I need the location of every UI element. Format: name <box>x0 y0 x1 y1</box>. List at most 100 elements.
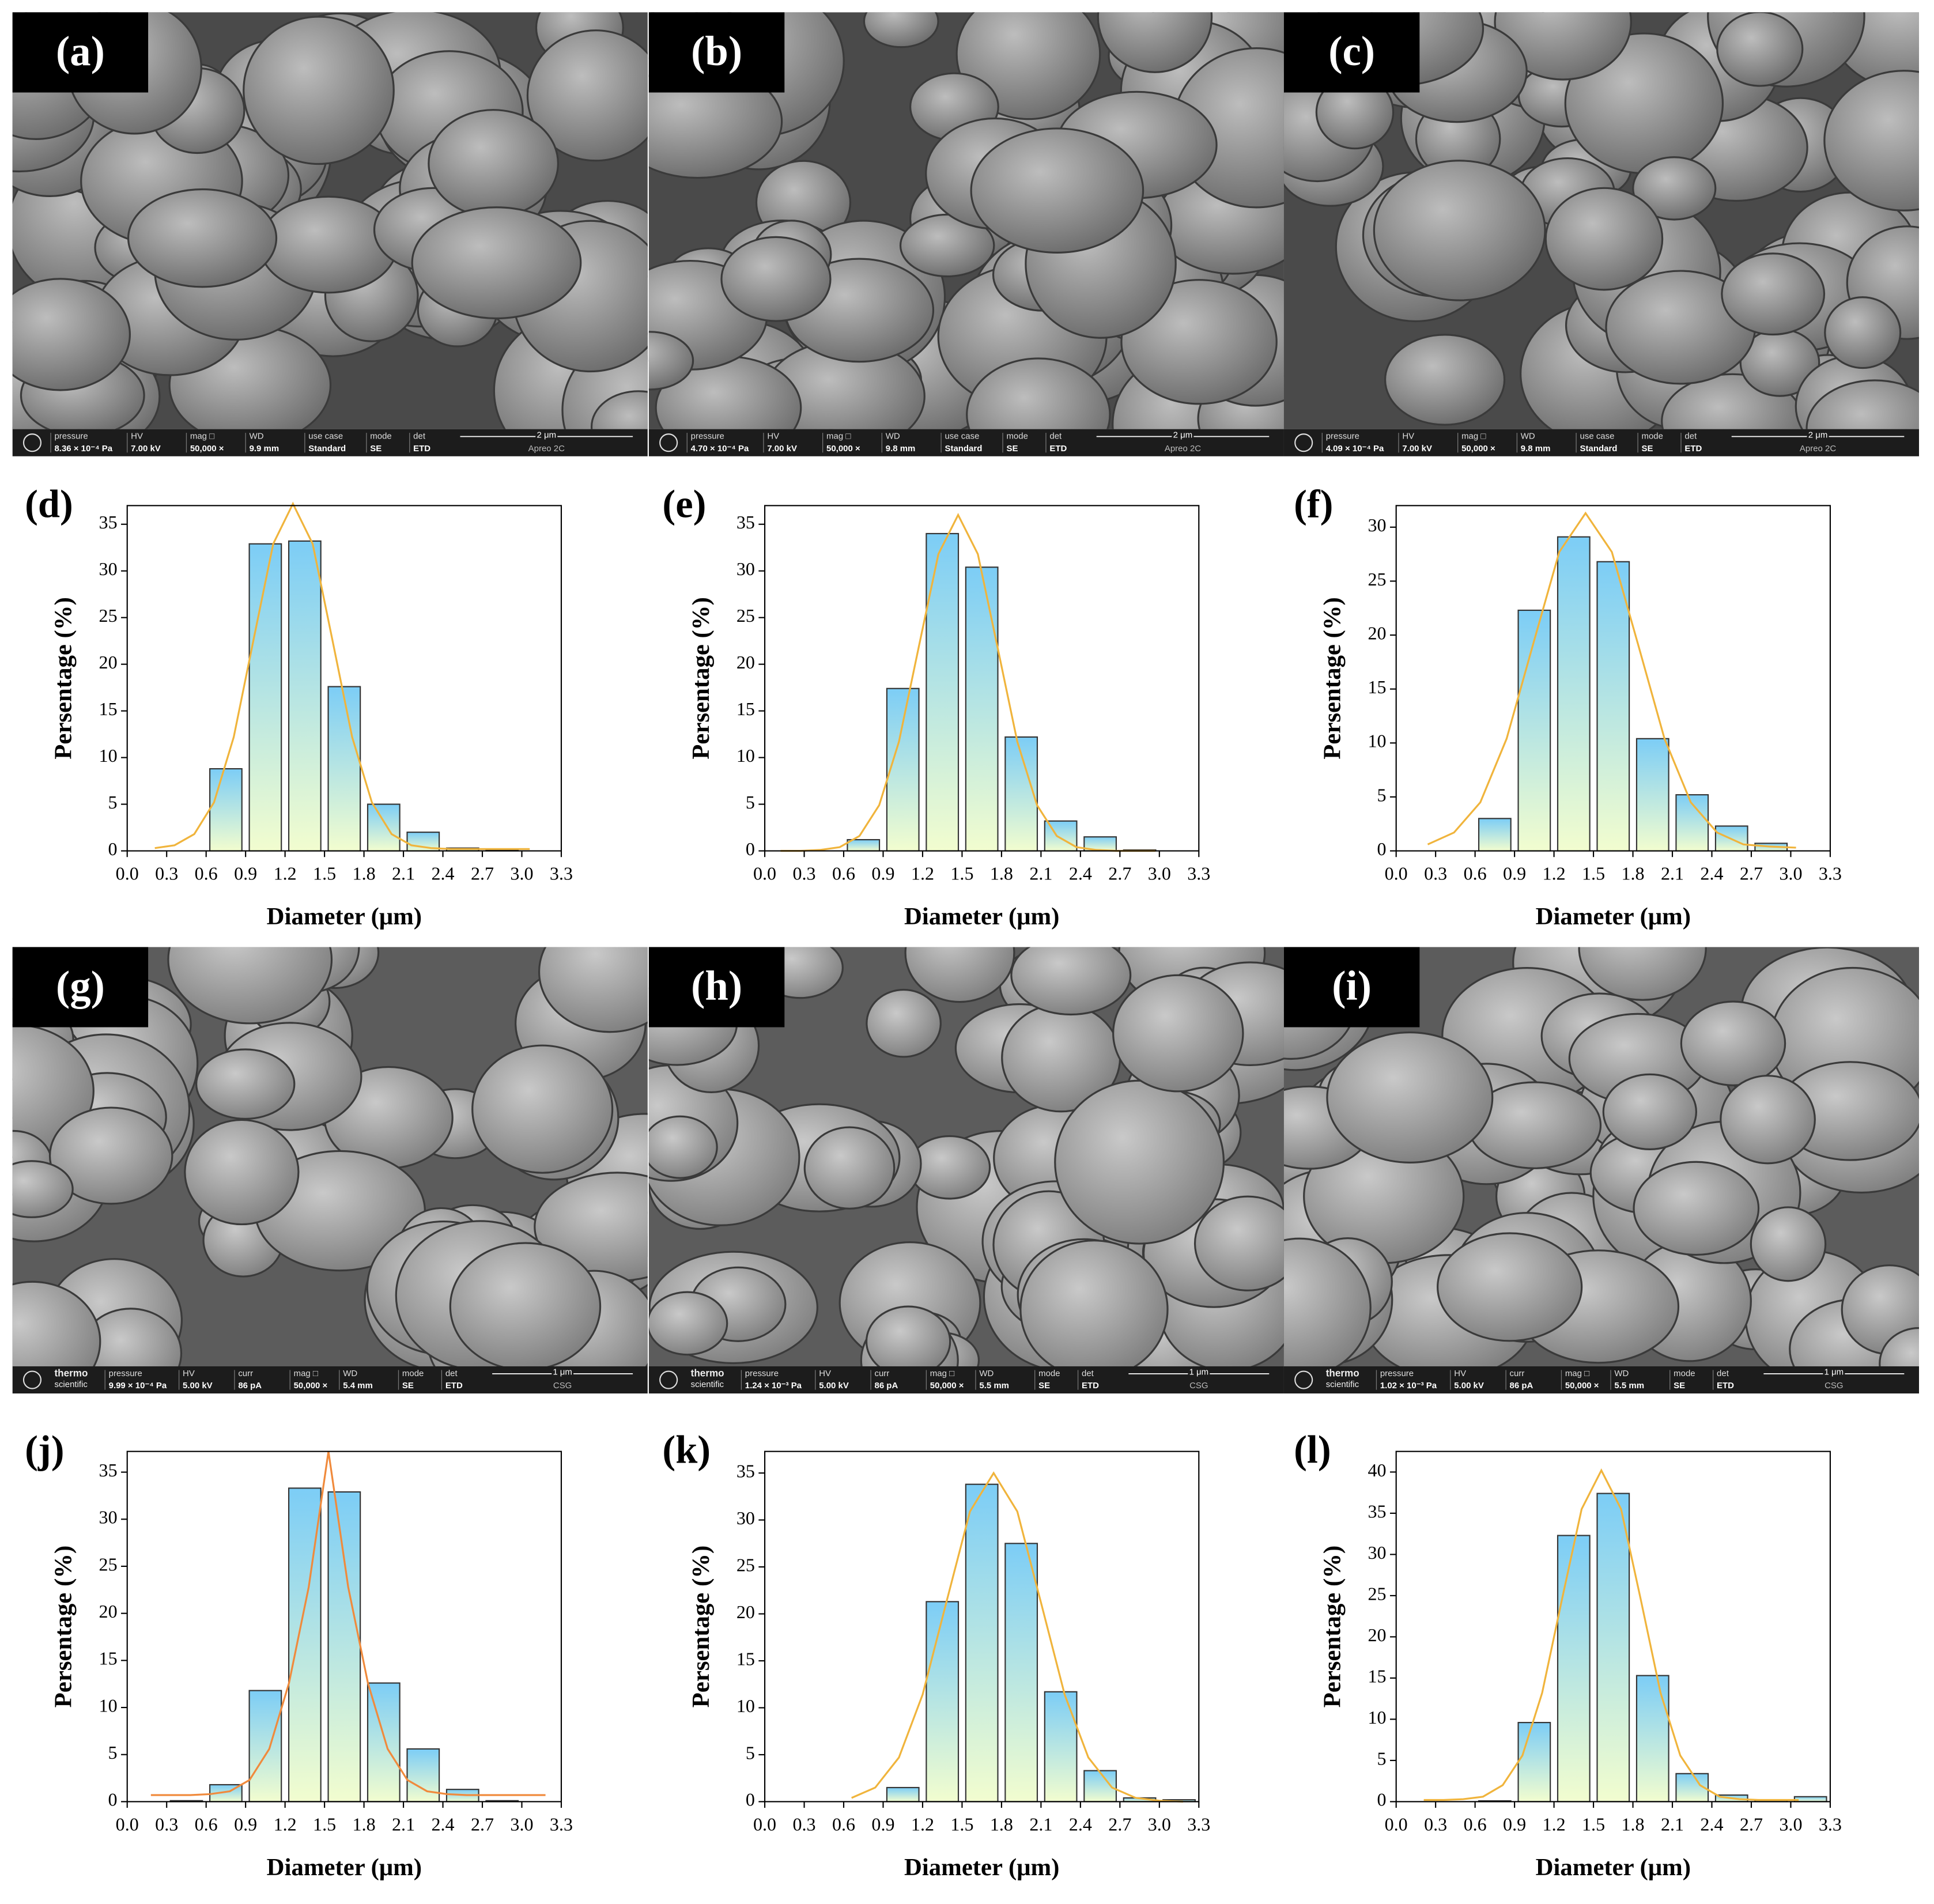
info-value: Standard <box>945 444 982 454</box>
info-key: pressure <box>109 1369 142 1378</box>
bar <box>288 540 322 852</box>
info-key: det <box>1717 1369 1729 1378</box>
y-tick-label: 25 <box>99 1554 118 1574</box>
x-tick-label: 2.7 <box>1740 1814 1763 1835</box>
info-key: HV <box>767 431 779 441</box>
x-tick-label: 1.2 <box>1543 1814 1566 1835</box>
info-key: WD <box>979 1369 994 1378</box>
y-tick-label: 10 <box>99 745 118 766</box>
scale-label: 2 μm <box>1173 430 1193 440</box>
scale-label: 1 μm <box>1189 1367 1209 1377</box>
y-axis-title: Persentage (%) <box>688 1546 715 1708</box>
info-key: mode <box>1006 431 1028 441</box>
particle <box>1120 279 1278 405</box>
particle <box>1633 1161 1760 1256</box>
panel-label: (f) <box>1294 482 1333 526</box>
particle <box>1602 1073 1698 1151</box>
info-key: curr <box>875 1369 890 1378</box>
fit-curve <box>1427 511 1796 849</box>
brand: thermo <box>1326 1367 1359 1378</box>
x-tick-label: 2.4 <box>431 863 454 884</box>
info-key: mag □ <box>1565 1369 1589 1378</box>
bar <box>1478 818 1512 852</box>
bar <box>248 1690 282 1803</box>
x-tick-label: 2.7 <box>471 863 494 884</box>
x-axis-title: Diameter (μm) <box>1536 1854 1691 1881</box>
info-value: 4.70 × 10⁻⁴ Pa <box>691 444 749 454</box>
particle <box>526 29 648 162</box>
info-value: ETD <box>445 1381 463 1391</box>
y-tick-label: 15 <box>99 1648 118 1669</box>
x-tick-label: 0.3 <box>792 1814 815 1835</box>
particle <box>127 188 278 288</box>
particle <box>12 1160 74 1218</box>
y-tick-label: 0 <box>1377 1789 1387 1810</box>
particle <box>12 278 131 391</box>
panel-label: (b) <box>691 28 742 74</box>
scale-label: 2 μm <box>1808 430 1828 440</box>
info-key: WD <box>886 431 900 441</box>
bar <box>209 768 243 852</box>
info-value: 5.00 kV <box>1454 1381 1484 1391</box>
x-tick-label: 1.5 <box>950 1814 973 1835</box>
x-tick-label: 1.8 <box>353 863 376 884</box>
particle <box>1805 379 1919 429</box>
info-value: ETD <box>1684 444 1702 454</box>
y-tick-label: 5 <box>108 792 118 813</box>
particle <box>1054 1079 1225 1245</box>
bar <box>327 686 361 852</box>
info-key: mode <box>1674 1369 1695 1378</box>
y-tick-label: 40 <box>1368 1460 1386 1480</box>
info-key: mag □ <box>826 431 851 441</box>
brand: scientific <box>54 1380 88 1389</box>
logo-icon <box>1294 1370 1313 1389</box>
x-tick-label: 1.2 <box>911 863 934 884</box>
particle <box>411 206 582 320</box>
bar <box>886 687 920 852</box>
particle <box>428 109 559 218</box>
particle <box>1373 160 1546 301</box>
info-value: SE <box>1006 444 1018 454</box>
x-tick-label: 3.3 <box>1819 1814 1842 1835</box>
y-tick-label: 20 <box>99 652 118 673</box>
particle <box>243 16 395 165</box>
bar <box>965 1483 999 1803</box>
info-key: pressure <box>1326 431 1359 441</box>
particle <box>966 357 1111 429</box>
info-value: SE <box>1674 1381 1685 1391</box>
particle <box>1384 334 1506 426</box>
panel-label-box <box>12 12 149 93</box>
info-value: 86 pA <box>238 1381 262 1391</box>
x-tick-label: 3.0 <box>510 863 533 884</box>
logo-icon <box>22 1370 42 1389</box>
particle <box>1824 296 1902 369</box>
x-tick-label: 3.3 <box>1819 863 1842 884</box>
x-tick-label: 1.8 <box>353 1814 376 1835</box>
bar <box>1557 1535 1591 1803</box>
y-tick-label: 30 <box>736 1508 755 1528</box>
particle <box>1721 252 1826 336</box>
sem-image: (a) pressure 8.36 × 10⁻⁴ Pa HV 7.00 kV mag □ 5… <box>12 12 648 456</box>
info-value: SE <box>370 444 381 454</box>
x-tick-label: 0.6 <box>1464 863 1487 884</box>
info-value: 50,000 × <box>930 1381 964 1391</box>
info-value: ETD <box>413 444 430 454</box>
x-tick-label: 0.3 <box>1424 1814 1447 1835</box>
particle <box>1544 187 1664 291</box>
particle <box>449 1242 602 1367</box>
y-axis-title: Persentage (%) <box>1319 597 1346 760</box>
particle <box>1326 1031 1494 1163</box>
chart: 0 5 10 15 20 25 30 0.0 0.3 0.6 0.9 1.2 1.5 1.8 2.1 2.4 2… <box>1294 482 1842 930</box>
bar <box>886 1786 920 1803</box>
x-tick-label: 3.0 <box>1779 863 1802 884</box>
bar <box>1044 1691 1078 1803</box>
x-tick-label: 0.0 <box>1385 863 1408 884</box>
x-tick-label: 2.1 <box>1661 863 1684 884</box>
x-tick-label: 1.8 <box>990 863 1013 884</box>
x-axis-title: Diameter (μm) <box>267 903 422 930</box>
particle <box>184 1119 300 1226</box>
info-value: ETD <box>1049 444 1067 454</box>
y-tick-label: 35 <box>736 1460 755 1481</box>
x-tick-label: 1.2 <box>911 1814 934 1835</box>
panel-label: (g) <box>56 962 105 1009</box>
